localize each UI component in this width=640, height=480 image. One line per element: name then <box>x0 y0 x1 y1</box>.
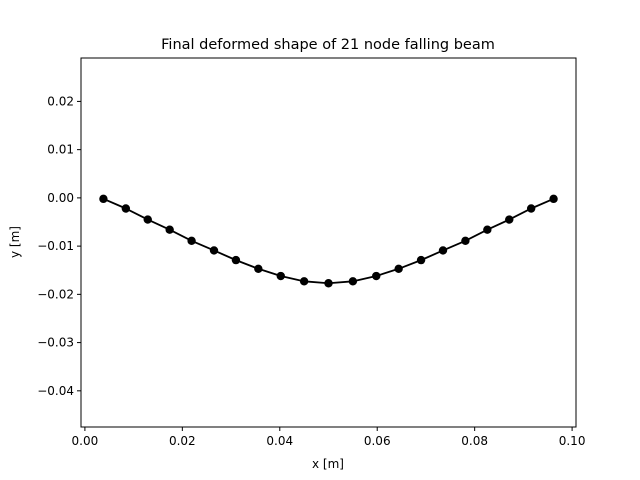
data-point <box>549 194 558 204</box>
y-axis-label: y [m] <box>8 226 22 258</box>
data-point <box>165 225 174 234</box>
data-point <box>299 277 309 286</box>
data-point <box>372 271 381 281</box>
data-point <box>209 246 219 255</box>
data-point <box>99 194 108 204</box>
axes-frame <box>80 57 577 428</box>
data-point <box>276 271 285 281</box>
y-tick-label: −0.01 <box>37 239 74 253</box>
y-axis: −0.04 −0.03 −0.02 −0.01 0.00 0.01 0.02 <box>37 94 81 398</box>
data-point <box>505 215 514 224</box>
x-tick-label: 0.04 <box>266 434 293 448</box>
x-tick-label: 0.02 <box>169 434 196 448</box>
x-tick-label: 0.10 <box>559 434 586 448</box>
x-tick-label: 0.00 <box>72 434 99 448</box>
chart-title: Final deformed shape of 21 node falling … <box>161 37 495 53</box>
plot-area <box>99 194 558 288</box>
data-point <box>526 204 536 213</box>
data-point <box>187 236 196 246</box>
x-axis-label: x [m] <box>312 457 344 471</box>
y-tick-label: 0.01 <box>47 143 74 157</box>
y-tick-label: 0.00 <box>47 191 74 205</box>
series-line <box>103 198 554 285</box>
data-point <box>231 255 241 265</box>
x-tick-label: 0.06 <box>364 434 391 448</box>
y-tick-label: −0.03 <box>37 336 74 350</box>
y-tick-label: −0.02 <box>37 287 74 301</box>
data-point <box>121 204 131 213</box>
x-axis: 0.00 0.02 0.04 0.06 0.08 0.10 <box>72 427 586 448</box>
data-point <box>348 277 358 286</box>
data-point <box>254 264 263 273</box>
data-point <box>461 236 470 246</box>
data-point <box>394 264 403 273</box>
data-point <box>143 215 152 224</box>
data-point <box>324 279 333 288</box>
data-point <box>438 246 448 255</box>
y-tick-label: −0.04 <box>37 384 74 398</box>
data-point <box>483 225 492 234</box>
y-tick-label: 0.02 <box>47 94 74 108</box>
data-point <box>416 255 426 265</box>
x-tick-label: 0.08 <box>461 434 488 448</box>
